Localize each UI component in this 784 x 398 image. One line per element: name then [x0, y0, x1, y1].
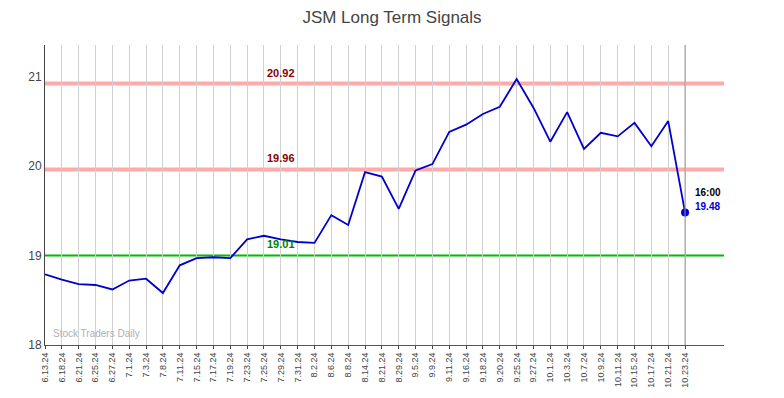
svg-text:10.7.24: 10.7.24 — [579, 353, 589, 383]
svg-text:7.8.24: 7.8.24 — [158, 353, 168, 378]
svg-text:8.21.24: 8.21.24 — [377, 353, 387, 383]
svg-text:9.20.24: 9.20.24 — [495, 353, 505, 383]
svg-text:9.27.24: 9.27.24 — [528, 353, 538, 383]
svg-text:6.13.24: 6.13.24 — [40, 353, 50, 383]
svg-text:9.25.24: 9.25.24 — [512, 353, 522, 383]
svg-text:9.11.24: 9.11.24 — [444, 353, 454, 382]
svg-text:7.1.24: 7.1.24 — [124, 353, 134, 378]
svg-text:16:00: 16:00 — [695, 187, 721, 198]
svg-text:21: 21 — [28, 70, 42, 84]
svg-text:10.9.24: 10.9.24 — [596, 353, 606, 383]
svg-text:6.18.24: 6.18.24 — [57, 353, 67, 383]
svg-text:8.14.24: 8.14.24 — [360, 353, 370, 383]
svg-text:8.2.24: 8.2.24 — [309, 353, 319, 378]
svg-text:6.27.24: 6.27.24 — [107, 353, 117, 383]
svg-text:7.19.24: 7.19.24 — [225, 353, 235, 383]
svg-text:7.15.24: 7.15.24 — [192, 353, 202, 383]
svg-text:19.48: 19.48 — [695, 201, 720, 212]
svg-text:18: 18 — [28, 338, 42, 352]
svg-text:9.9.24: 9.9.24 — [427, 353, 437, 378]
svg-text:6.25.24: 6.25.24 — [90, 353, 100, 383]
svg-text:10.21.24: 10.21.24 — [663, 353, 673, 388]
svg-text:7.25.24: 7.25.24 — [259, 353, 269, 383]
svg-text:7.11.24: 7.11.24 — [175, 353, 185, 382]
svg-text:Stock Traders Daily: Stock Traders Daily — [53, 328, 140, 339]
svg-text:7.31.24: 7.31.24 — [293, 353, 303, 383]
svg-text:10.17.24: 10.17.24 — [646, 353, 656, 388]
svg-text:7.3.24: 7.3.24 — [141, 353, 151, 378]
svg-text:10.1.24: 10.1.24 — [545, 353, 555, 383]
svg-text:7.29.24: 7.29.24 — [276, 353, 286, 383]
svg-text:19.96: 19.96 — [267, 152, 295, 164]
svg-text:10.23.24: 10.23.24 — [680, 353, 690, 388]
svg-text:10.3.24: 10.3.24 — [562, 353, 572, 383]
svg-text:10.15.24: 10.15.24 — [629, 353, 639, 388]
svg-text:8.29.24: 8.29.24 — [394, 353, 404, 383]
svg-text:10.11.24: 10.11.24 — [613, 353, 623, 387]
svg-text:9.18.24: 9.18.24 — [478, 353, 488, 383]
svg-text:8.8.24: 8.8.24 — [343, 353, 353, 378]
svg-text:20.92: 20.92 — [267, 67, 295, 79]
svg-text:7.17.24: 7.17.24 — [208, 353, 218, 383]
svg-text:9.5.24: 9.5.24 — [410, 353, 420, 378]
svg-text:19.01: 19.01 — [267, 238, 295, 250]
svg-text:8.6.24: 8.6.24 — [326, 353, 336, 378]
svg-text:20: 20 — [28, 159, 42, 173]
svg-text:JSM Long Term Signals: JSM Long Term Signals — [302, 8, 481, 27]
svg-text:9.16.24: 9.16.24 — [461, 353, 471, 383]
svg-text:19: 19 — [28, 249, 42, 263]
svg-text:6.21.24: 6.21.24 — [74, 353, 84, 383]
svg-text:7.23.24: 7.23.24 — [242, 353, 252, 383]
